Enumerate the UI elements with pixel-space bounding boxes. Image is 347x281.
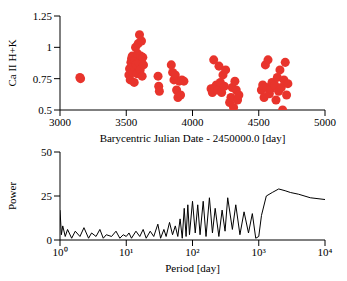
svg-text:0: 0 [47, 234, 53, 246]
svg-text:10³: 10³ [252, 246, 267, 258]
svg-text:10⁴: 10⁴ [318, 246, 333, 258]
svg-text:Period [day]: Period [day] [165, 262, 220, 274]
svg-text:Power: Power [8, 182, 18, 210]
svg-text:5000: 5000 [314, 116, 337, 128]
svg-text:3500: 3500 [115, 116, 138, 128]
svg-text:Barycentric Julian Date - 2450: Barycentric Julian Date - 2450000.0 [day… [100, 132, 286, 144]
svg-text:50: 50 [41, 146, 53, 158]
svg-text:10¹: 10¹ [119, 246, 133, 258]
svg-text:0.75: 0.75 [33, 73, 53, 85]
svg-text:4000: 4000 [182, 116, 205, 128]
svg-text:10⁰: 10⁰ [53, 246, 68, 258]
svg-text:25: 25 [41, 190, 53, 202]
svg-text:1.25: 1.25 [33, 10, 53, 22]
svg-text:4500: 4500 [248, 116, 271, 128]
svg-text:3000: 3000 [49, 116, 72, 128]
svg-text:0.5: 0.5 [38, 104, 52, 116]
svg-text:1: 1 [47, 41, 53, 53]
svg-text:Ca II H+K: Ca II H+K [8, 39, 18, 86]
svg-text:10²: 10² [185, 246, 200, 258]
